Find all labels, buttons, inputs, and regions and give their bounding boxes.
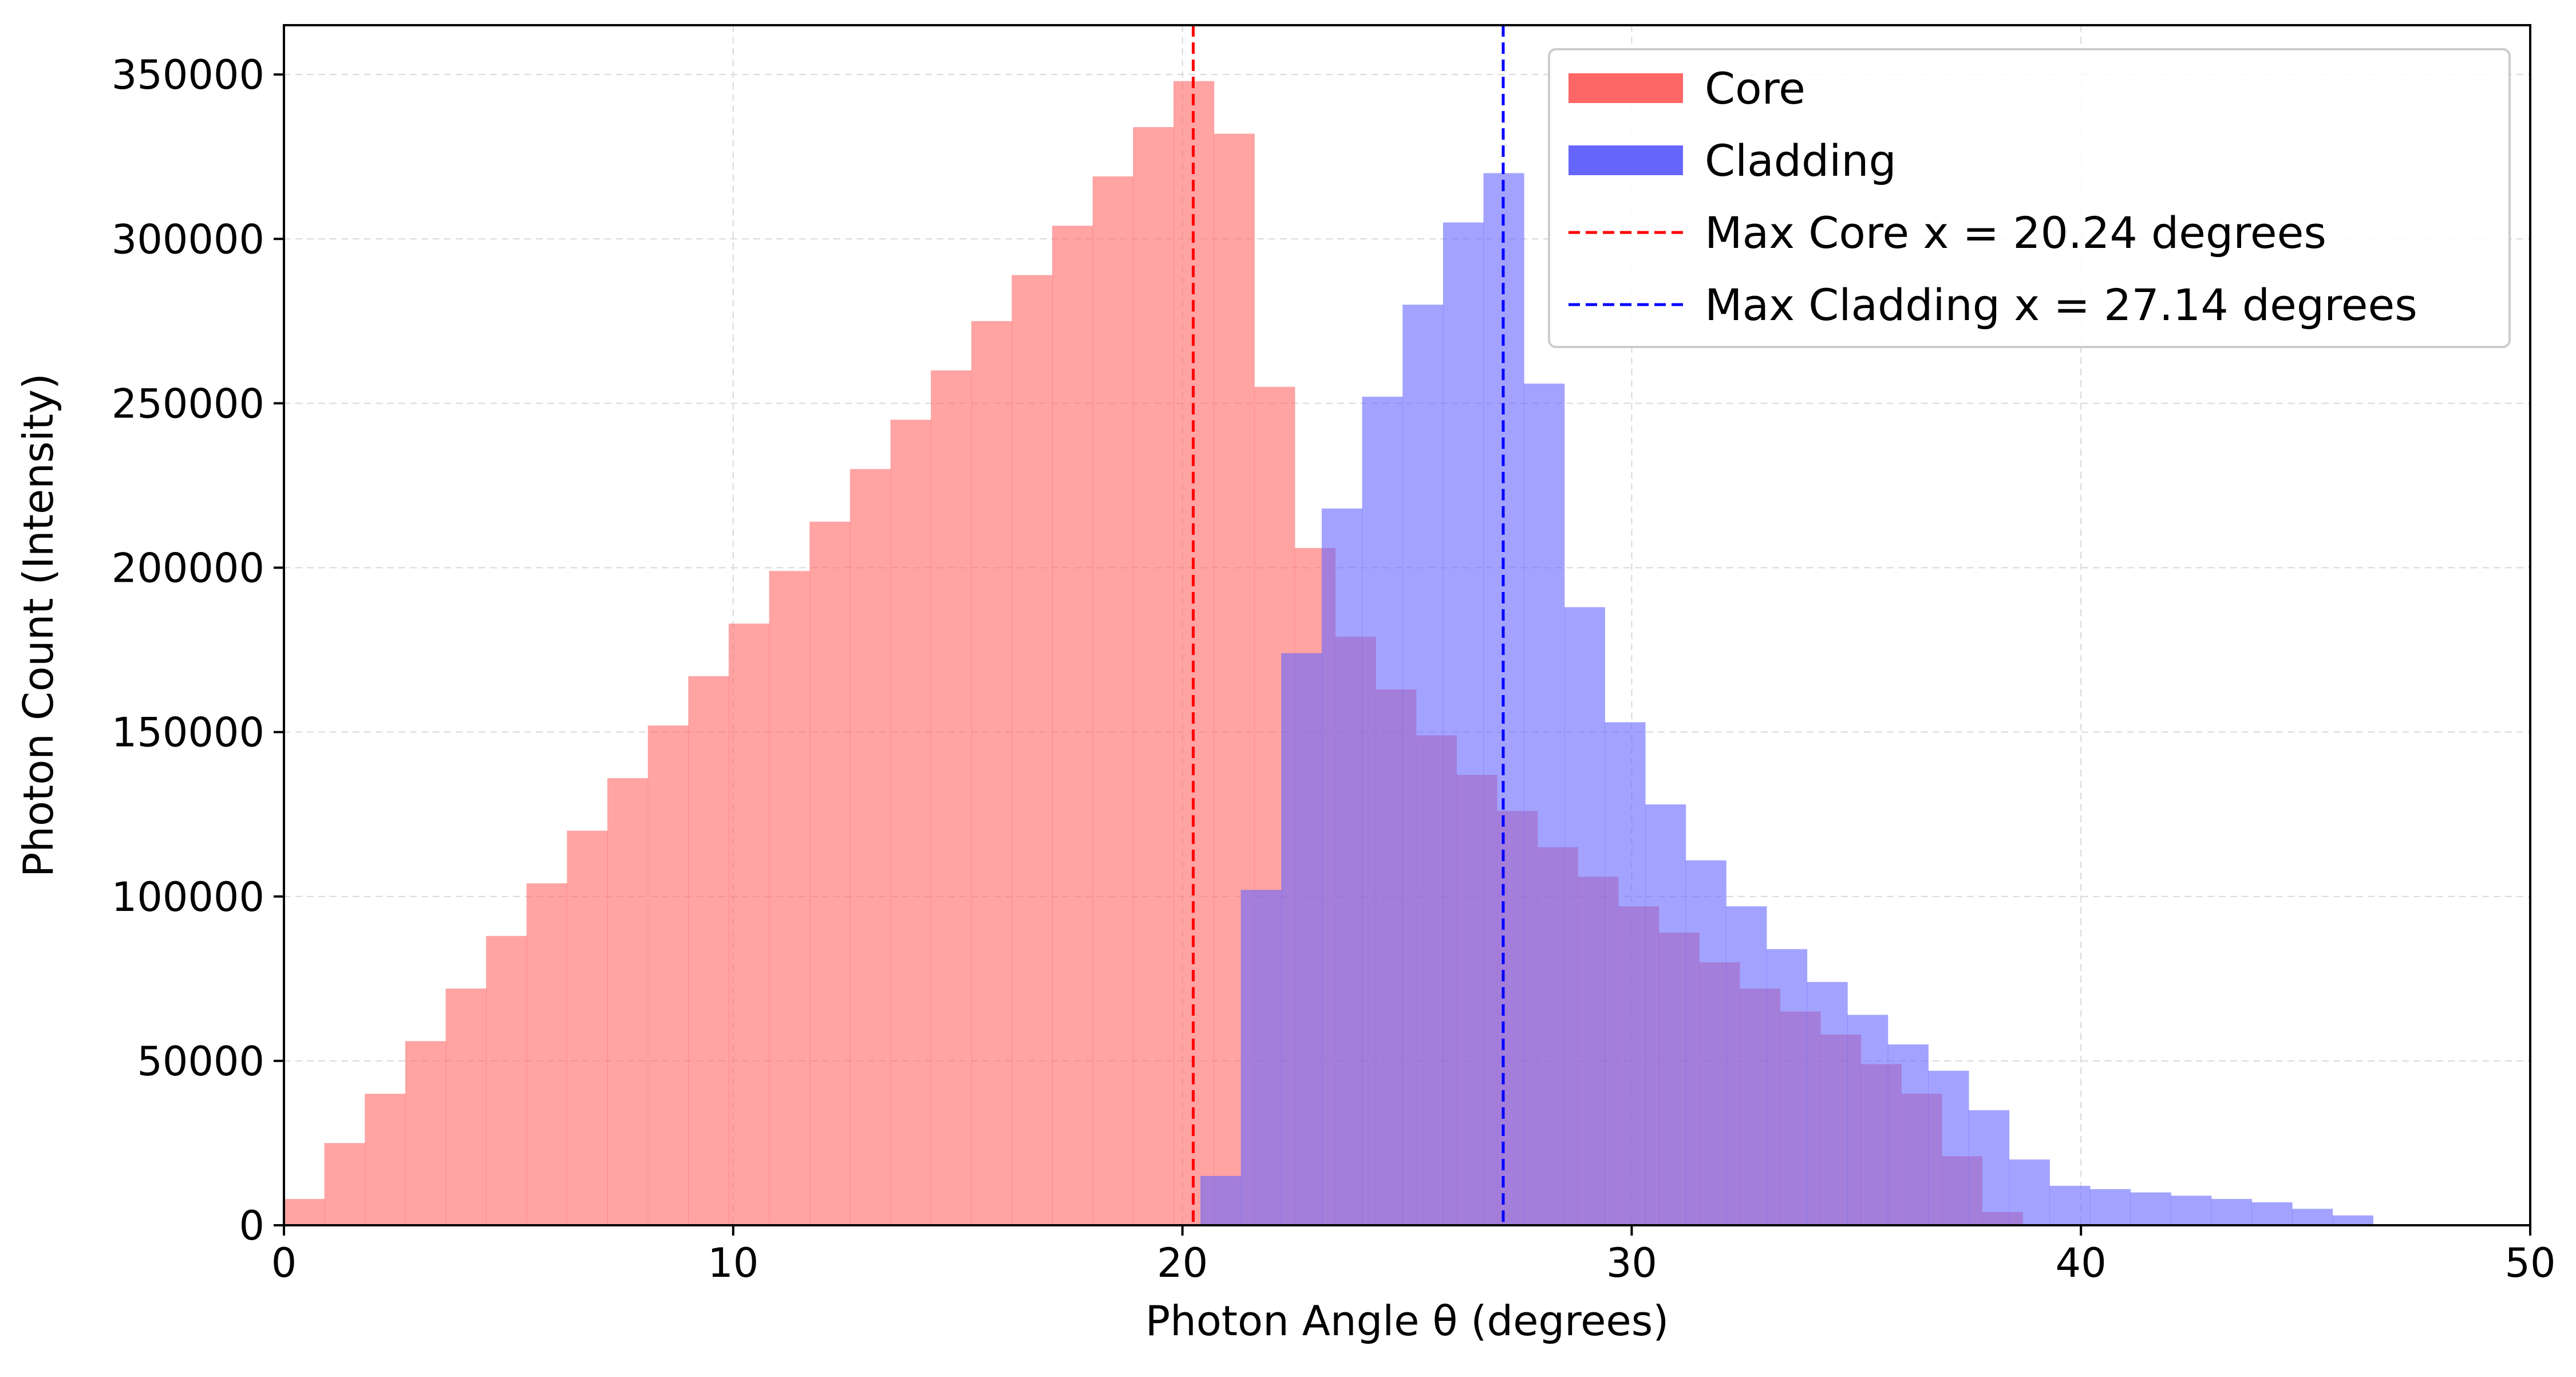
x-tick-label: 50 [2504, 1240, 2555, 1287]
histogram-bars [284, 81, 2373, 1226]
cladding-legend-label: Cladding [1705, 135, 1897, 186]
cladding-bar [1645, 804, 1686, 1225]
core-bar [1052, 226, 1093, 1225]
core-bar [971, 321, 1012, 1225]
cladding-bar [1281, 653, 1322, 1225]
y-tick-label: 100000 [112, 874, 264, 921]
cladding-bar [1685, 860, 1726, 1225]
cladding-bar [2009, 1159, 2050, 1225]
cladding-bar [1443, 222, 1484, 1225]
y-tick-label: 0 [239, 1202, 264, 1249]
cladding-legend-swatch [1568, 145, 1683, 175]
y-tick-label: 200000 [112, 545, 264, 592]
plot-frame [283, 24, 2531, 1226]
max-core-legend-label: Max Core x = 20.24 degrees [1705, 207, 2326, 258]
cladding-bar [2089, 1189, 2131, 1225]
cladding-bar [1321, 508, 1363, 1225]
x-tick-label: 40 [2056, 1240, 2107, 1287]
x-tick-label: 20 [1157, 1240, 1208, 1287]
core-bar [1133, 127, 1174, 1225]
cladding-bar [1887, 1044, 1929, 1225]
cladding-bar [2251, 1202, 2293, 1225]
y-axis: 0 50000 100000 150000 200000 250000 300000 3500… [112, 52, 284, 1249]
x-tick-label: 30 [1606, 1240, 1657, 1287]
cladding-bar [2049, 1186, 2091, 1225]
core-bar [890, 420, 931, 1225]
y-axis-title: Photon Count (Intensity) [14, 373, 62, 877]
cladding-bar [1928, 1071, 1969, 1225]
x-axis: 0 10 20 30 40 50 [271, 1225, 2556, 1287]
core-bar [1092, 176, 1133, 1225]
core-bar [1012, 275, 1053, 1226]
reference-lines [1191, 25, 1505, 1225]
y-tick-label: 250000 [112, 380, 264, 427]
core-bar [526, 883, 568, 1225]
cladding-bar [1402, 305, 1444, 1225]
cladding-bar [1524, 383, 1565, 1226]
core-legend-swatch [1568, 73, 1683, 103]
core-bar [728, 624, 770, 1225]
legend: Core Cladding Max Core x = 20.24 degrees Ma… [1548, 48, 2511, 348]
cladding-bar [1362, 396, 1403, 1225]
y-tick-label: 350000 [112, 52, 264, 98]
core-bar [809, 522, 851, 1225]
core-bar [324, 1143, 365, 1225]
core-bar [567, 830, 608, 1225]
core-bar [607, 778, 649, 1225]
y-tick-label: 300000 [112, 216, 264, 263]
cladding-bar [1807, 982, 1848, 1225]
cladding-bar [2171, 1195, 2212, 1225]
core-bar [486, 936, 527, 1225]
core-bar [931, 370, 972, 1225]
cladding-bar [2130, 1192, 2171, 1225]
cladding-bar [2211, 1199, 2253, 1225]
core-bar [405, 1041, 447, 1225]
core-bar [284, 1199, 325, 1225]
core-bar [850, 469, 891, 1225]
core-bar [647, 725, 689, 1225]
x-axis-title: Photon Angle θ (degrees) [1145, 1297, 1669, 1345]
core-bar [365, 1094, 406, 1225]
legend-frame [1548, 48, 2511, 348]
core-legend-label: Core [1705, 63, 1805, 114]
cladding-bar [1847, 1015, 1888, 1225]
cladding-bar [2292, 1209, 2333, 1225]
cladding-bar [1564, 607, 1605, 1225]
core-bar [688, 676, 729, 1225]
y-tick-label: 50000 [137, 1038, 264, 1085]
cladding-bar [1969, 1110, 2010, 1225]
x-tick-label: 10 [708, 1240, 758, 1287]
core-bar [445, 988, 487, 1225]
cladding-bar [1240, 890, 1282, 1225]
x-tick-label: 0 [271, 1240, 297, 1287]
cladding-bar [2332, 1215, 2373, 1225]
cladding-bar [1766, 949, 1808, 1225]
max-cladding-legend-label: Max Cladding x = 27.14 degrees [1705, 279, 2417, 330]
cladding-bar [1200, 1175, 1242, 1225]
y-tick-label: 150000 [112, 709, 264, 756]
core-bar [769, 571, 810, 1226]
cladding-bar [1726, 906, 1767, 1225]
cladding-bar [1605, 722, 1646, 1225]
